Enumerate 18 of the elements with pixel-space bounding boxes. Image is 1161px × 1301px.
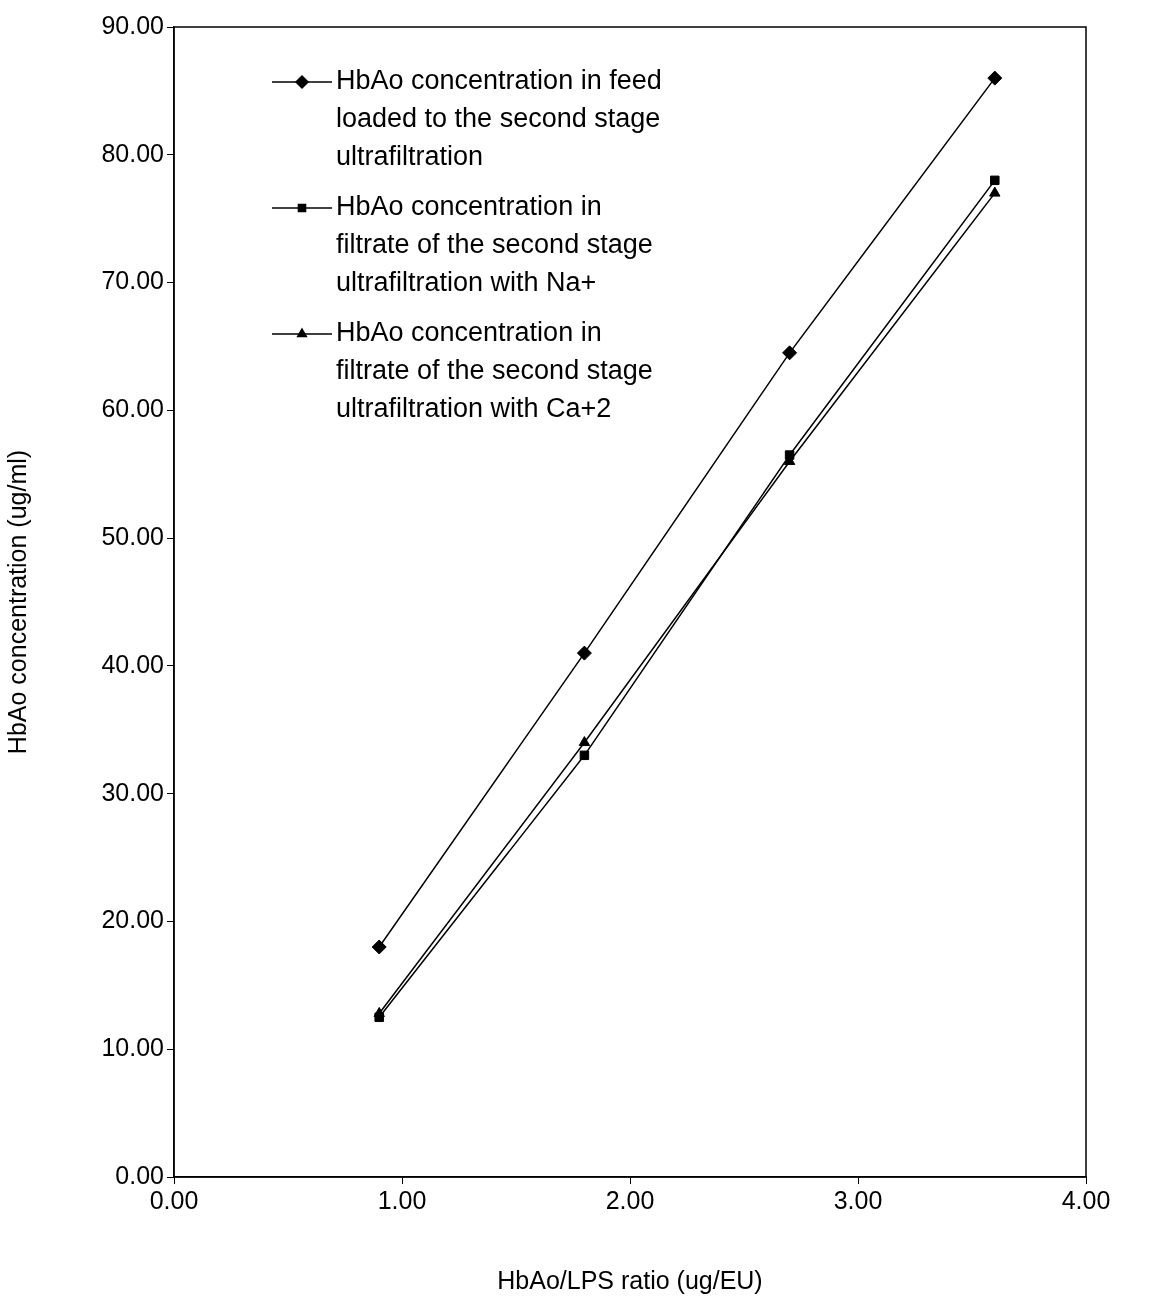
x-tick-label: 4.00 [1061, 1185, 1111, 1214]
legend-label: HbAo concentration in feed loaded to the second stage ultrafiltration [336, 65, 662, 172]
y-tick-label: 50.00 [101, 522, 164, 550]
y-tick-label: 40.00 [101, 649, 164, 678]
y-tick-label: 10.00 [101, 1033, 164, 1062]
y-tick-label: 90.00 [101, 10, 164, 39]
y-tick-label: 30.00 [101, 777, 164, 806]
x-axis-title: HbAo/LPS ratio (ug/EU) [497, 1265, 763, 1294]
x-tick-label: 2.00 [605, 1185, 655, 1214]
x-tick-label: 1.00 [377, 1185, 427, 1214]
y-tick-label: 80.00 [101, 138, 164, 167]
y-tick-label: 20.00 [101, 905, 164, 934]
x-tick-label: 3.00 [833, 1185, 883, 1214]
y-axis-title: HbAo concentration (ug/ml) [2, 449, 31, 755]
legend-label: HbAo concentration in filtrate of the second stage ultrafiltration with Na+ [336, 191, 653, 298]
legend-label: HbAo concentration in filtrate of the second stage ultrafiltration with Ca+2 [336, 317, 653, 424]
y-tick-label: 70.00 [101, 266, 164, 295]
y-tick-label: 60.00 [101, 394, 164, 423]
